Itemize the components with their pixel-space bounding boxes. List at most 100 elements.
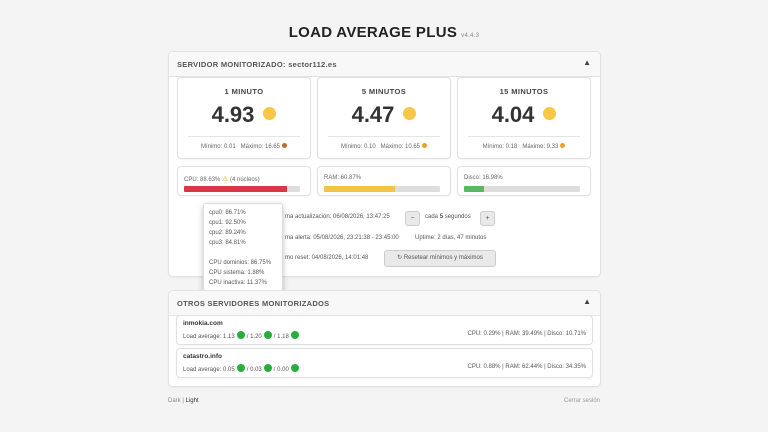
ram-card: RAM: 60.87% bbox=[317, 166, 451, 196]
min-max: Mínimo: 0.01 Máximo: 16.65 bbox=[178, 143, 310, 150]
interval-value: 5 bbox=[439, 214, 444, 220]
status-dot-icon bbox=[236, 364, 245, 372]
warning-icon: ⚠ bbox=[222, 176, 229, 183]
load-card-title: 5 MINUTOS bbox=[361, 87, 407, 96]
server-load-average: Load average: 1.13/ 1.20/ 1.18 bbox=[183, 331, 301, 340]
load-card-1min: 1 MINUTO 4.93 Mínimo: 0.01 Máximo: 16.65 bbox=[177, 77, 311, 159]
status-dot-icon bbox=[543, 107, 557, 120]
load-average-label: Load average: bbox=[183, 334, 222, 340]
load-value-number: 4.47 bbox=[351, 102, 395, 127]
load-value: 4.93 bbox=[178, 102, 310, 128]
min-max: Mínimo: 0.10 Máximo: 10.65 bbox=[318, 143, 450, 150]
load-1: 1.13 bbox=[223, 334, 235, 340]
status-dot-icon bbox=[263, 364, 272, 372]
cpu-tooltip: cpu0: 86.71% cpu1: 92.50% cpu2: 89.24% c… bbox=[203, 203, 283, 293]
server-name: inmokia.com bbox=[183, 320, 223, 327]
cpu-cores: (4 núcleos) bbox=[229, 177, 260, 183]
status-dot-icon bbox=[290, 331, 299, 339]
server-load-average: Load average: 0.05/ 0.03/ 0.00 bbox=[183, 364, 301, 373]
load-5: 1.20 bbox=[250, 334, 262, 340]
load-value: 4.04 bbox=[458, 102, 590, 128]
status-dot-icon bbox=[263, 331, 272, 339]
other-panel-title: OTROS SERVIDORES MONITORIZADOS bbox=[177, 299, 330, 308]
cpu-domains-usage: CPU dominios: 86.75% bbox=[209, 260, 272, 266]
divider bbox=[468, 136, 580, 137]
ram-progress-bar bbox=[324, 186, 440, 192]
max-status-dot-icon bbox=[282, 143, 288, 148]
cpu-system-usage: CPU sistema: 1.88% bbox=[209, 270, 265, 276]
status-dot-icon bbox=[236, 331, 245, 339]
theme-switch: Dark | Light bbox=[168, 398, 199, 404]
uptime: Uptime: 2 días, 47 minutos bbox=[415, 235, 487, 241]
server-row[interactable]: inmokia.com Load average: 1.13/ 1.20/ 1.… bbox=[176, 315, 593, 345]
divider bbox=[188, 136, 300, 137]
ram-progress-fill bbox=[324, 186, 395, 192]
cpu-label: CPU: 88.63% ⚠ (4 núcleos) bbox=[184, 175, 260, 183]
max-text: Máximo: 16.65 bbox=[240, 144, 281, 150]
load-1: 0.05 bbox=[223, 367, 235, 373]
min-text: Mínimo: 0.18 bbox=[482, 144, 518, 150]
disk-label: Disco: 16.98% bbox=[464, 175, 503, 181]
load-value-number: 4.04 bbox=[491, 102, 535, 127]
main-panel-title: SERVIDOR MONITORIZADO: sector112.es bbox=[177, 60, 337, 69]
other-panel-header[interactable]: OTROS SERVIDORES MONITORIZADOS ▲ bbox=[169, 291, 600, 316]
status-dot-icon bbox=[290, 364, 299, 372]
server-stats: CPU: 0.88% | RAM: 62.44% | Disco: 34.35% bbox=[467, 364, 586, 370]
max-status-dot-icon bbox=[422, 143, 428, 148]
reset-min-max-button[interactable]: ↻ Resetear mínimos y máximos bbox=[384, 250, 496, 267]
increase-interval-button[interactable]: + bbox=[480, 211, 495, 226]
cpu-card[interactable]: CPU: 88.63% ⚠ (4 núcleos) bbox=[177, 166, 311, 196]
app-version: v4.4.3 bbox=[461, 33, 480, 39]
cpu-idle-usage: CPU inactiva: 11.37% bbox=[209, 280, 267, 286]
cpu-progress-bar bbox=[184, 186, 300, 192]
cpu2-usage: cpu2: 89.24% bbox=[209, 230, 246, 236]
refresh-interval: cada 5 segundos bbox=[425, 214, 471, 220]
app-title: LOAD AVERAGE PLUS v4.4.3 bbox=[0, 24, 768, 41]
dark-theme-link[interactable]: Dark bbox=[168, 398, 181, 404]
disk-card: Disco: 16.98% bbox=[457, 166, 591, 196]
load-15: 0.00 bbox=[277, 367, 289, 373]
cpu-text: CPU: 88.63% bbox=[184, 177, 221, 183]
theme-separator: | bbox=[182, 398, 184, 404]
min-text: Mínimo: 0.10 bbox=[340, 144, 376, 150]
collapse-icon[interactable]: ▲ bbox=[583, 58, 591, 67]
server-row[interactable]: catastro.info Load average: 0.05/ 0.03/ … bbox=[176, 348, 593, 378]
load-card-title: 1 MINUTO bbox=[224, 87, 264, 96]
divider bbox=[328, 136, 440, 137]
load-value: 4.47 bbox=[318, 102, 450, 128]
status-dot-icon bbox=[263, 107, 277, 120]
load-value-number: 4.93 bbox=[211, 102, 255, 127]
server-stats: CPU: 0.29% | RAM: 39.49% | Disco: 10.71% bbox=[467, 331, 586, 337]
app-title-text: LOAD AVERAGE PLUS bbox=[288, 24, 458, 41]
load-card-15min: 15 MINUTOS 4.04 Mínimo: 0.18 Máximo: 9.3… bbox=[457, 77, 591, 159]
min-max: Mínimo: 0.18 Máximo: 9.33 bbox=[458, 143, 590, 150]
ram-label: RAM: 60.87% bbox=[324, 175, 362, 181]
cpu3-usage: cpu3: 84.81% bbox=[209, 240, 246, 246]
light-theme-link[interactable]: Light bbox=[185, 398, 199, 404]
cpu0-usage: cpu0: 86.71% bbox=[209, 210, 246, 216]
load-card-5min: 5 MINUTOS 4.47 Mínimo: 0.10 Máximo: 10.6… bbox=[317, 77, 451, 159]
max-text: Máximo: 10.65 bbox=[380, 144, 421, 150]
collapse-icon[interactable]: ▲ bbox=[583, 297, 591, 306]
last-reset: mo reset: 04/08/2026, 14:01:48 bbox=[285, 255, 369, 261]
load-card-title: 15 MINUTOS bbox=[499, 87, 549, 96]
server-name: catastro.info bbox=[183, 353, 223, 360]
status-dot-icon bbox=[403, 107, 417, 120]
last-update: ma actualización: 06/08/2026, 13:47:25 bbox=[285, 214, 390, 220]
load-15: 1.18 bbox=[277, 334, 289, 340]
cpu-progress-fill bbox=[184, 186, 287, 192]
min-text: Mínimo: 0.01 bbox=[200, 144, 236, 150]
disk-progress-fill bbox=[464, 186, 484, 192]
last-alert: ma alerta: 05/08/2026, 23:21:38 - 23:45:… bbox=[285, 235, 399, 241]
decrease-interval-button[interactable]: − bbox=[405, 211, 420, 226]
logout-link[interactable]: Cerrar sesión bbox=[563, 398, 600, 404]
main-panel-header[interactable]: SERVIDOR MONITORIZADO: sector112.es ▲ bbox=[169, 52, 600, 77]
load-5: 0.03 bbox=[250, 367, 262, 373]
max-text: Máximo: 9.33 bbox=[522, 144, 559, 150]
interval-suffix: segundos bbox=[444, 214, 471, 220]
cpu1-usage: cpu1: 92.50% bbox=[209, 220, 246, 226]
disk-progress-bar bbox=[464, 186, 580, 192]
max-status-dot-icon bbox=[560, 143, 566, 148]
interval-prefix: cada bbox=[425, 214, 439, 220]
load-average-label: Load average: bbox=[183, 367, 222, 373]
